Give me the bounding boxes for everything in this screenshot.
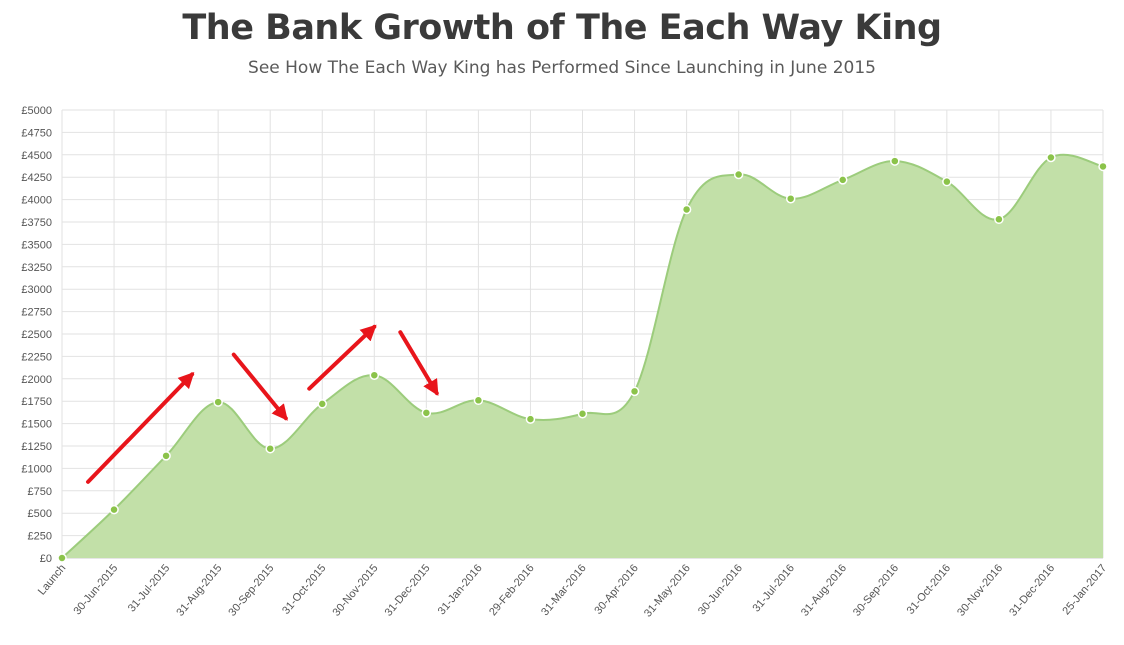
data-point[interactable] <box>317 399 327 409</box>
data-point[interactable] <box>473 395 484 406</box>
y-tick-label: £250 <box>28 531 52 543</box>
y-tick-label: £4500 <box>21 150 52 162</box>
x-tick-label: 31-Dec-2015 <box>383 562 433 618</box>
data-point[interactable] <box>890 156 900 166</box>
y-tick-label: £2750 <box>21 307 52 319</box>
data-point[interactable] <box>369 370 380 380</box>
x-tick-label: 31-May-2016 <box>642 562 693 619</box>
data-point[interactable] <box>57 553 67 563</box>
data-point[interactable] <box>213 397 223 407</box>
series-area <box>61 153 1104 559</box>
data-point[interactable] <box>1098 161 1108 172</box>
x-tick-label: 31-Jan-2016 <box>436 562 485 617</box>
y-tick-label: £750 <box>28 486 52 498</box>
x-tick-label: 30-Nov-2016 <box>955 562 1005 618</box>
y-tick-label: £0 <box>40 553 52 565</box>
y-tick-label: £1750 <box>21 396 52 408</box>
x-tick-label: 30-Nov-2015 <box>331 562 381 618</box>
data-point[interactable] <box>942 176 952 187</box>
y-tick-label: £3750 <box>21 217 52 229</box>
series-line <box>61 153 1104 559</box>
data-point[interactable] <box>785 193 796 204</box>
y-tick-label: £1250 <box>21 441 52 453</box>
x-tick-label: 31-Aug-2015 <box>174 562 224 618</box>
data-points <box>57 152 1108 563</box>
data-point[interactable] <box>265 443 275 454</box>
x-tick-label: 30-Jun-2016 <box>696 562 745 617</box>
y-tick-label: £1500 <box>21 419 52 431</box>
x-tick-label: 30-Jun-2015 <box>71 562 120 617</box>
data-point[interactable] <box>525 414 536 424</box>
x-tick-label: 31-Jul-2015 <box>126 562 173 614</box>
y-tick-label: £3500 <box>21 239 52 251</box>
chart-title: The Bank Growth of The Each Way King <box>182 8 942 48</box>
data-point[interactable] <box>733 169 744 180</box>
y-tick-label: £4000 <box>21 195 52 207</box>
annotation-arrow-down <box>398 330 439 396</box>
data-point[interactable] <box>109 504 119 515</box>
y-tick-label: £2000 <box>21 374 52 386</box>
data-point[interactable] <box>681 204 692 215</box>
data-point[interactable] <box>1046 152 1056 163</box>
data-point[interactable] <box>421 408 432 418</box>
y-tick-label: £4750 <box>21 127 52 139</box>
chart-subtitle: See How The Each Way King has Performed … <box>248 58 876 78</box>
x-tick-label: 30-Sep-2015 <box>226 562 276 618</box>
x-tick-label: 31-Oct-2015 <box>280 562 329 617</box>
x-tick-label: 30-Sep-2016 <box>851 562 901 618</box>
y-tick-label: £5000 <box>21 105 52 117</box>
annotation-arrow-up <box>86 372 195 484</box>
x-tick-label: 31-Oct-2016 <box>905 562 954 617</box>
y-tick-label: £4250 <box>21 172 52 184</box>
x-tick-label: 31-Mar-2016 <box>539 562 589 618</box>
y-tick-label: £1000 <box>21 463 52 475</box>
annotation-arrow-down <box>231 352 288 421</box>
x-tick-label: 30-Apr-2016 <box>592 562 641 617</box>
y-tick-label: £2250 <box>21 351 52 363</box>
y-tick-label: £2500 <box>21 329 52 341</box>
x-tick-label: Launch <box>36 562 68 597</box>
y-tick-label: £500 <box>28 508 52 520</box>
x-tick-label: 25-Jan-2017 <box>1060 562 1109 617</box>
x-axis: Launch 30-Jun-2015 31-Jul-2015 31-Aug-2015 3… <box>36 557 1109 620</box>
x-tick-label: 31-Aug-2016 <box>799 562 849 618</box>
y-tick-label: £3250 <box>21 262 52 274</box>
data-point[interactable] <box>577 408 588 419</box>
annotation-arrows <box>86 324 439 484</box>
annotation-arrow-up <box>307 324 377 391</box>
area-fill <box>62 154 1103 558</box>
x-tick-label: 29-Feb-2016 <box>487 562 537 618</box>
y-tick-label: £3000 <box>21 284 52 296</box>
data-point[interactable] <box>994 214 1004 225</box>
data-point[interactable] <box>838 175 848 185</box>
x-tick-label: 31-Dec-2016 <box>1007 562 1057 618</box>
y-axis: £0 £250 £500 £750 £1000 £1250 £1500 £1750 £2000 £… <box>21 105 52 565</box>
data-point[interactable] <box>161 451 171 461</box>
x-tick-label: 31-Jul-2016 <box>750 562 797 614</box>
data-point[interactable] <box>629 386 640 397</box>
